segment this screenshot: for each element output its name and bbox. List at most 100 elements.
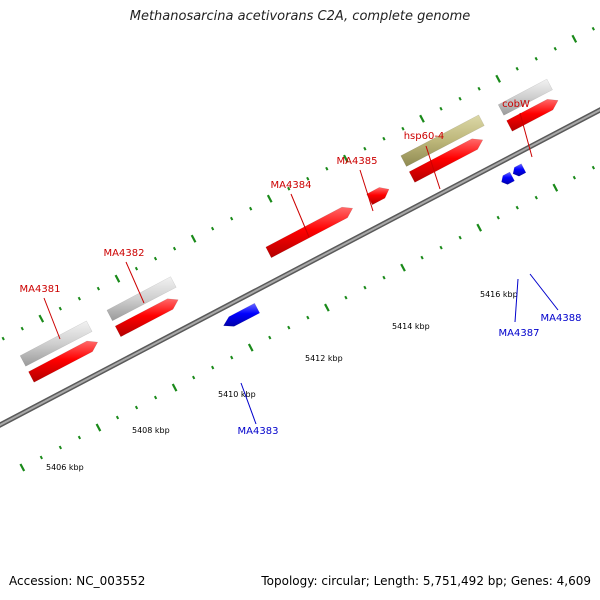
reverse-track-tick — [58, 445, 63, 450]
axis-line-shadow — [0, 107, 600, 428]
scale-label: 5406 kbp — [46, 463, 84, 472]
forward-track-tick — [401, 126, 405, 131]
forward-track-tick — [382, 136, 386, 141]
forward-track-tick — [1, 336, 5, 341]
forward-track-tick — [134, 266, 139, 271]
forward-track-tick — [477, 86, 481, 91]
reverse-track-tick — [39, 455, 43, 460]
gene-features[interactable] — [0, 78, 559, 410]
forward-track-tick — [38, 314, 45, 323]
forward-track-tick — [458, 96, 462, 101]
reverse-track-tick — [77, 435, 82, 440]
reverse-track-tick — [382, 275, 386, 280]
reverse-track-tick — [171, 383, 178, 392]
reverse-track-tick — [496, 215, 500, 220]
reverse-track-tick — [572, 175, 576, 180]
forward-label-leader — [425, 145, 441, 190]
forward-track-tick — [363, 146, 367, 151]
reverse-track-tick — [476, 223, 483, 232]
reverse-track-tick — [591, 165, 596, 170]
axis-line — [0, 108, 600, 427]
forward-gene[interactable] — [408, 138, 484, 183]
reverse-track-tick — [458, 235, 462, 240]
forward-track-tick — [172, 246, 177, 251]
forward-gene-label[interactable]: MA4381 — [20, 284, 61, 295]
forward-gene[interactable] — [28, 340, 99, 383]
reverse-track-tick — [324, 303, 330, 312]
forward-gene-label[interactable]: MA4384 — [271, 180, 312, 191]
forward-track-tick — [419, 114, 425, 123]
reverse-track-tick — [95, 423, 102, 432]
forward-track-tick — [266, 194, 273, 203]
scale-label: 5414 kbp — [392, 322, 430, 331]
reverse-track-tick — [552, 183, 559, 192]
reverse-gene-label[interactable]: MA4383 — [238, 426, 279, 437]
forward-track-tick — [20, 326, 24, 331]
reverse-track-tick — [192, 375, 196, 380]
forward-track-tick — [553, 46, 557, 51]
accession-text: Accession: NC_003552 — [9, 574, 146, 588]
forward-track-tick — [515, 66, 519, 71]
forward-track-tick — [114, 274, 121, 283]
reverse-track-tick — [211, 365, 215, 370]
forward-track-tick — [210, 226, 215, 231]
forward-gene[interactable] — [506, 99, 559, 132]
scale-label: 5408 kbp — [132, 426, 170, 435]
forward-track-tick — [439, 106, 443, 111]
forward-gene-label[interactable]: MA4382 — [104, 248, 145, 259]
forward-track-tick — [571, 34, 578, 43]
forward-track-tick — [96, 286, 101, 291]
forward-gene-label[interactable]: cobW — [502, 99, 530, 110]
rna-feature[interactable] — [19, 320, 93, 367]
forward-track-tick — [495, 74, 501, 83]
rna-feature[interactable] — [106, 276, 177, 322]
forward-track-tick — [58, 306, 62, 311]
reverse-track-tick — [420, 255, 424, 260]
reverse-track-tick — [268, 335, 272, 340]
reverse-track-tick — [534, 195, 538, 200]
reverse-track-tick — [363, 285, 367, 290]
reverse-gene[interactable] — [512, 163, 527, 177]
forward-track-tick — [306, 176, 310, 181]
forward-track-tick — [230, 216, 234, 221]
scale-label: 5416 kbp — [480, 290, 518, 299]
gene-labels: 5406 kbp 5408 kbp 5410 kbp 5412 kbp 5414 kbp… — [20, 99, 582, 472]
reverse-track-tick — [247, 343, 254, 352]
reverse-track-tick — [153, 395, 158, 400]
map-title: Methanosarcina acetivorans C2A, complete… — [129, 9, 471, 24]
forward-label-leader — [125, 261, 145, 304]
forward-track-tick — [534, 56, 538, 61]
forward-gene[interactable] — [265, 206, 354, 259]
rna-feature[interactable] — [497, 78, 553, 116]
reverse-track-tick — [115, 415, 120, 420]
forward-track-tick — [343, 154, 349, 163]
forward-track-tick — [190, 234, 197, 243]
reverse-track-tick — [515, 205, 519, 210]
reverse-track-tick — [400, 263, 406, 272]
forward-gene-label[interactable]: MA4385 — [337, 156, 378, 167]
forward-gene[interactable] — [114, 298, 179, 338]
reverse-track-tick — [19, 463, 26, 472]
reverse-label-leader — [514, 278, 519, 323]
forward-track-tick — [153, 256, 158, 261]
reverse-track-tick — [439, 245, 443, 250]
forward-track-tick — [287, 186, 291, 191]
reverse-track-tick — [306, 315, 310, 320]
reverse-gene[interactable] — [223, 302, 261, 327]
reverse-label-leader — [240, 382, 257, 425]
forward-gene[interactable] — [366, 187, 390, 206]
reverse-track-tick — [344, 295, 348, 300]
forward-track-tick — [325, 166, 329, 171]
reverse-gene-label[interactable]: MA4387 — [499, 328, 540, 339]
forward-gene-label[interactable]: hsp60-4 — [404, 131, 445, 142]
reverse-gene-label[interactable]: MA4388 — [541, 313, 582, 324]
reverse-track-tick — [287, 325, 291, 330]
highlight-gene[interactable] — [400, 114, 485, 167]
forward-label-leader — [359, 169, 374, 212]
reverse-gene[interactable] — [501, 171, 515, 185]
reverse-track-tick — [134, 405, 139, 410]
genome-summary-text: Topology: circular; Length: 5,751,492 bp… — [261, 574, 591, 588]
forward-label-leader — [43, 297, 61, 340]
genome-axis — [0, 107, 600, 428]
